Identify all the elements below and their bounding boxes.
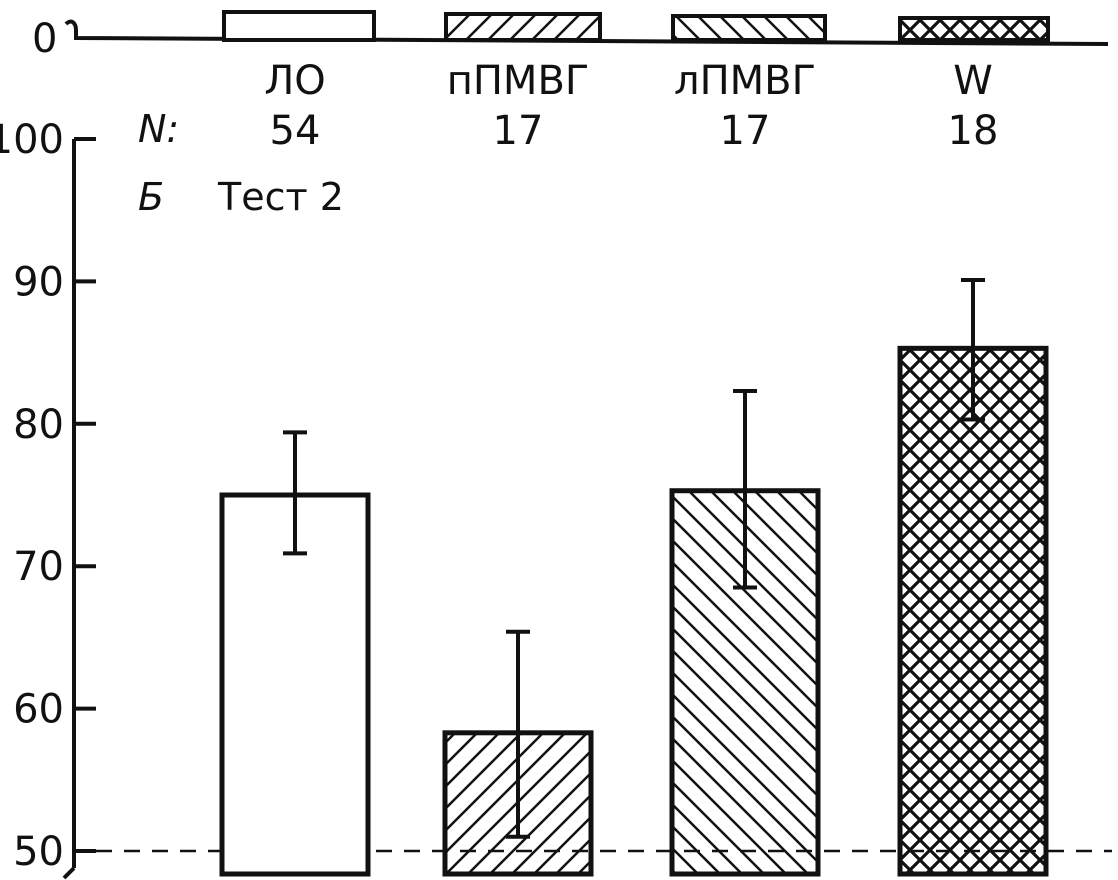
category-label: W <box>953 58 993 104</box>
n-value: 17 <box>493 108 544 154</box>
y-tick-label: 80 <box>13 402 64 448</box>
legend-swatch <box>444 12 602 42</box>
legend-zero-label: 0 <box>32 16 57 62</box>
y-tick-label: 60 <box>13 687 64 733</box>
legend-strip: 0 <box>32 10 1109 62</box>
y-axis: 50 60 70 80 90 100 <box>0 117 96 880</box>
y-tick-label: 50 <box>13 829 64 875</box>
panel-letter: Б <box>138 175 164 219</box>
y-tick-label: 100 <box>0 117 64 163</box>
n-value: 54 <box>270 108 321 154</box>
y-tick-label: 90 <box>13 259 64 305</box>
y-tick-label: 70 <box>13 544 64 590</box>
legend-baseline <box>64 19 1109 46</box>
legend-swatch <box>898 16 1050 42</box>
category-label: лПМВГ <box>674 58 816 104</box>
bars <box>219 277 1049 877</box>
legend-swatch <box>671 14 827 42</box>
panel-title: Б Тест 2 <box>138 175 344 219</box>
y-axis-break <box>62 866 76 880</box>
n-value: 18 <box>948 108 999 154</box>
category-label: пПМВГ <box>447 58 590 104</box>
n-label: N: <box>138 107 179 151</box>
category-label: ЛО <box>264 58 326 104</box>
bar <box>897 345 1049 877</box>
chart-title: Тест 2 <box>217 175 344 219</box>
n-value: 17 <box>720 108 771 154</box>
legend-swatch <box>222 10 376 42</box>
